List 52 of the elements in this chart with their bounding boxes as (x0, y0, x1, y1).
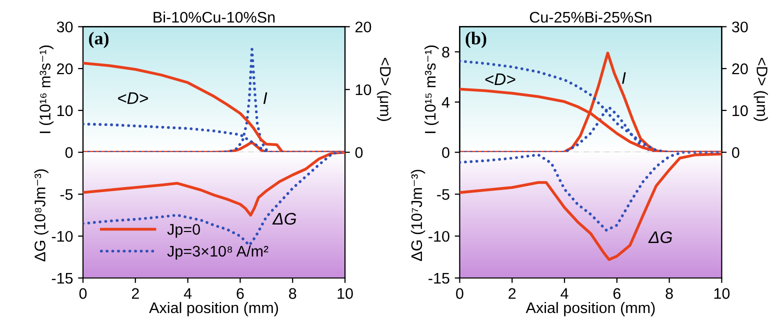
y-tick-label: 0 (442, 147, 450, 158)
y-tick-label: 30 (56, 22, 73, 32)
x-tick-label: 0 (456, 288, 464, 299)
annotation: I (622, 72, 626, 84)
y-tick-label: 10 (57, 105, 73, 116)
y2-tick-label: 30 (732, 22, 748, 32)
legend-label: Jp=0 (167, 224, 200, 238)
x-tick-label: 4 (560, 288, 568, 299)
annotation: <D> (118, 92, 148, 104)
y2-tick-label: 10 (732, 105, 748, 116)
y-tick-label: -15 (428, 273, 450, 284)
x-tick-label: 8 (289, 288, 296, 299)
annotation: (b) (466, 32, 486, 48)
x-tick-label: 2 (508, 288, 516, 299)
y2-tick-label: 20 (355, 22, 372, 32)
y2-tick-label: 0 (355, 147, 363, 158)
annotation: ΔG (272, 212, 296, 225)
legend-label: Jp=3×10⁸ A/m² (167, 245, 268, 260)
y-axis-title: I (10¹⁵ m³s⁻¹) (424, 45, 439, 134)
annotation: I (263, 92, 268, 104)
y-tick-label: 4 (442, 97, 450, 108)
y-tick-label: -5 (60, 189, 73, 200)
y2-tick-label: 0 (732, 147, 740, 158)
x-axis-title: Axial position (mm) (526, 302, 655, 316)
y2-axis-title: <D> (μm) (754, 58, 768, 121)
x-tick-label: 8 (666, 288, 673, 299)
x-tick-label: 2 (132, 288, 139, 299)
chart-title: Bi-10%Cu-10%Sn (154, 11, 275, 23)
chart-title: Cu-25%Bi-25%Sn (530, 11, 652, 23)
x-axis-title: Axial position (mm) (149, 302, 278, 316)
annotation: ΔG (648, 231, 672, 244)
y-tick-label: -10 (52, 230, 73, 242)
y-tick-label: -10 (428, 230, 450, 242)
y2-axis-title: <D> (μm) (376, 58, 392, 121)
x-tick-label: 10 (714, 288, 730, 299)
y-axis-title: I (10¹⁶ m³s⁻¹) (39, 46, 54, 134)
x-tick-label: 0 (79, 288, 87, 299)
y-axis-title: ΔG (10⁷Jm⁻³) (410, 170, 426, 261)
x-tick-label: 4 (184, 288, 192, 299)
y-axis-title: ΔG (10⁸Jm⁻³) (34, 169, 48, 262)
annotation: (a) (89, 32, 108, 48)
y-tick-label: 0 (65, 147, 73, 158)
x-tick-label: 6 (236, 288, 244, 299)
annotation: <D> (485, 74, 516, 86)
y-tick-label: 8 (442, 46, 450, 58)
y2-tick-label: 20 (732, 63, 748, 74)
y2-tick-label: 10 (356, 84, 372, 96)
y-tick-label: 20 (57, 63, 73, 74)
y-tick-label: -5 (437, 189, 450, 200)
x-tick-label: 10 (338, 288, 353, 299)
x-tick-label: 6 (613, 288, 620, 299)
y-tick-label: -15 (52, 273, 73, 284)
